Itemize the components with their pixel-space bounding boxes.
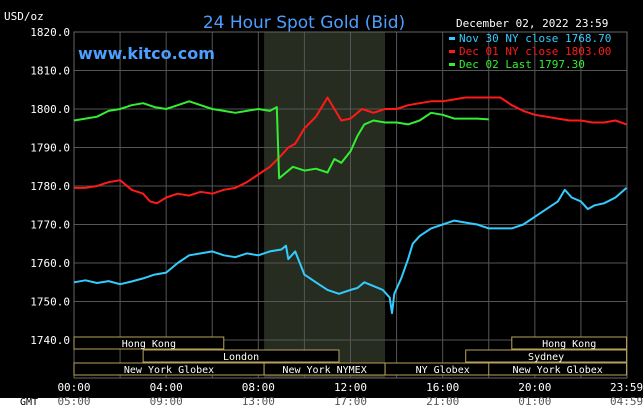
y-tick-label: 1780.0 bbox=[30, 180, 70, 193]
x-tick-label-ny: 04:00 bbox=[150, 381, 183, 394]
gmt-row-label: GMT bbox=[20, 397, 38, 408]
y-tick-label: 1820.0 bbox=[30, 26, 70, 39]
series-line bbox=[73, 187, 628, 315]
x-tick-label-gmt: 04:59 bbox=[610, 395, 643, 408]
price-series bbox=[73, 96, 628, 315]
y-tick-label: 1790.0 bbox=[30, 142, 70, 155]
session-box bbox=[73, 336, 225, 350]
session-box bbox=[142, 349, 340, 363]
legend-entry: Nov 30 NY close 1768.70 bbox=[459, 32, 611, 45]
kitco-watermark: www.kitco.com bbox=[78, 44, 215, 63]
y-tick-label: 1810.0 bbox=[30, 65, 70, 78]
x-tick-label-ny: 08:00 bbox=[242, 381, 275, 394]
x-tick-label-gmt: 01:00 bbox=[518, 395, 551, 408]
session-box bbox=[511, 336, 628, 350]
y-axis-label: USD/oz bbox=[4, 10, 44, 23]
x-tick-label-gmt: 13:00 bbox=[242, 395, 275, 408]
session-label: London bbox=[223, 352, 259, 363]
session-label: New York Globex bbox=[512, 365, 602, 376]
session-label: Hong Kong bbox=[542, 339, 596, 350]
x-tick-label-ny: 20:00 bbox=[518, 381, 551, 394]
x-tick-label-ny: 23:59 bbox=[610, 381, 643, 394]
grid-lines bbox=[73, 31, 628, 379]
series-line bbox=[74, 96, 627, 205]
legend-swatch bbox=[449, 63, 455, 66]
y-tick-label: 1800.0 bbox=[30, 103, 70, 116]
plot-frame bbox=[73, 31, 628, 379]
y-tick-label: 1740.0 bbox=[30, 334, 70, 347]
legend: Nov 30 NY close 1768.70 Dec 01 NY close … bbox=[449, 32, 611, 71]
session-label: Hong Kong bbox=[122, 339, 176, 350]
x-tick-label-gmt: 17:00 bbox=[334, 395, 367, 408]
y-tick-label: 1770.0 bbox=[30, 219, 70, 232]
session-label: Sydney bbox=[528, 352, 564, 363]
legend-swatch bbox=[449, 50, 455, 53]
legend-swatch bbox=[449, 37, 455, 40]
x-tick-label-gmt: 21:00 bbox=[426, 395, 459, 408]
x-tick-label-gmt: 05:00 bbox=[57, 395, 90, 408]
session-label: New York Globex bbox=[124, 365, 214, 376]
session-box bbox=[488, 362, 628, 376]
x-tick-label-ny: 12:00 bbox=[334, 381, 367, 394]
chart-timestamp: December 02, 2022 23:59 bbox=[456, 17, 608, 30]
y-axis-ticks: 1820.0 1810.0 1800.0 1790.0 1780.0 1770.0 1760… bbox=[30, 26, 70, 347]
session-label: New York NYMEX bbox=[282, 365, 366, 376]
x-tick-label-gmt: 09:00 bbox=[150, 395, 183, 408]
ny-time-row-label: NY Time bbox=[12, 385, 54, 396]
legend-entry: Dec 02 Last 1797.30 bbox=[459, 58, 585, 71]
market-sessions: Hong Kong London New York Globex New York N… bbox=[73, 336, 628, 376]
y-tick-label: 1760.0 bbox=[30, 257, 70, 270]
session-box bbox=[465, 349, 628, 363]
legend-entry: Dec 01 NY close 1803.00 bbox=[459, 45, 611, 58]
chart-title: 24 Hour Spot Gold (Bid) bbox=[203, 13, 405, 33]
x-tick-label-ny: 16:00 bbox=[426, 381, 459, 394]
x-tick-label-ny: 00:00 bbox=[57, 381, 90, 394]
series-line bbox=[73, 100, 489, 180]
nymex-session-shading bbox=[264, 32, 386, 378]
y-tick-label: 1750.0 bbox=[30, 296, 70, 309]
x-axis-ticks: 00:00 04:00 08:00 12:00 16:00 20:00 23:59 05:00… bbox=[57, 381, 643, 408]
session-label: NY Globex bbox=[416, 365, 470, 376]
